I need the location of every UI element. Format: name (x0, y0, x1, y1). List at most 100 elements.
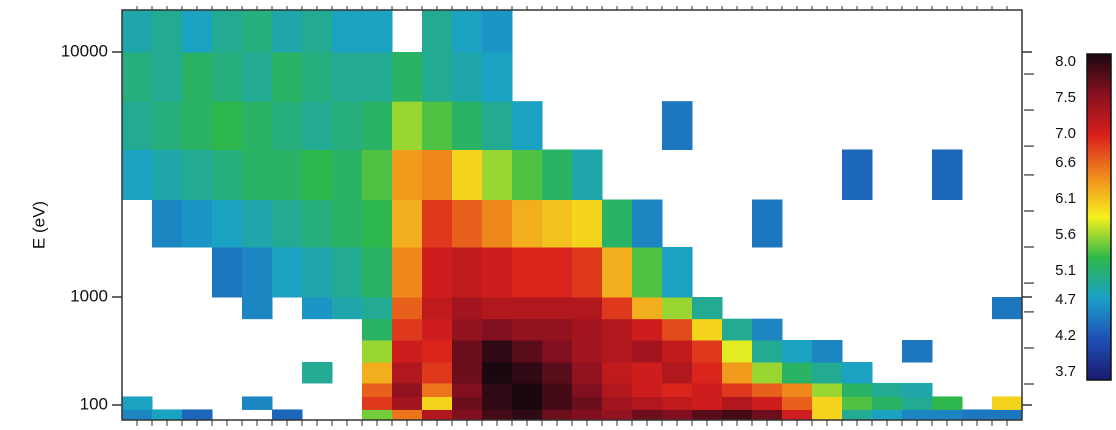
cell (482, 10, 513, 53)
cell (212, 246, 243, 298)
cell (572, 297, 603, 320)
cell (362, 10, 393, 53)
spectrogram (122, 10, 1023, 421)
cell (632, 297, 663, 320)
cell (662, 409, 693, 421)
cell (422, 10, 453, 53)
cell (482, 396, 513, 410)
cell (452, 382, 483, 397)
cell (362, 199, 393, 248)
cell (482, 339, 513, 363)
cell (992, 297, 1023, 320)
cell (812, 362, 843, 384)
cell (932, 409, 963, 421)
cell (332, 246, 363, 298)
colorbar-tick-label: 4.7 (1055, 291, 1076, 308)
cell (362, 362, 393, 384)
cell (632, 318, 663, 341)
cell (302, 297, 333, 320)
cell (572, 318, 603, 341)
cell (722, 382, 753, 397)
cell (182, 10, 213, 53)
cell (572, 339, 603, 363)
colorbar-tick-label: 5.6 (1055, 226, 1076, 243)
cell (752, 318, 783, 341)
cell (302, 10, 333, 53)
cell (452, 246, 483, 298)
cell (962, 409, 993, 421)
cell (632, 199, 663, 248)
cell (392, 52, 423, 102)
cell (662, 246, 693, 298)
cell (392, 297, 423, 320)
cell (302, 199, 333, 248)
cell (242, 246, 273, 298)
cell (212, 101, 243, 150)
cell (302, 101, 333, 150)
axes: 100 1000 10000 (61, 6, 1032, 426)
cell (152, 10, 183, 53)
cell (242, 149, 273, 201)
cell (122, 52, 153, 102)
cell (542, 396, 573, 410)
cell (482, 297, 513, 320)
cell (572, 382, 603, 397)
cell (932, 396, 963, 410)
cell (572, 149, 603, 201)
cell (302, 246, 333, 298)
cell (362, 52, 393, 102)
cell (452, 339, 483, 363)
cell (752, 382, 783, 397)
cell (632, 362, 663, 384)
cell (632, 246, 663, 298)
cell (512, 297, 543, 320)
cell (152, 101, 183, 150)
cell (632, 409, 663, 421)
cell (722, 318, 753, 341)
cell (272, 199, 303, 248)
cell (122, 396, 153, 410)
cell (482, 409, 513, 421)
cell (122, 10, 153, 53)
cell (152, 149, 183, 201)
y-axis-label: E (eV) (29, 201, 48, 249)
cell (482, 246, 513, 298)
colorbar-scale (1086, 53, 1112, 381)
cell (272, 52, 303, 102)
cell (842, 382, 873, 397)
colorbar-tick-label: 5.1 (1055, 262, 1076, 279)
cell (332, 297, 363, 320)
colorbar-tick-label: 3.7 (1055, 363, 1076, 380)
cell (392, 396, 423, 410)
colorbar-tick-label: 6.6 (1055, 154, 1076, 171)
cell (272, 149, 303, 201)
cell (872, 382, 903, 397)
cell (212, 52, 243, 102)
cell (752, 396, 783, 410)
cell (842, 362, 873, 384)
cell (812, 396, 843, 410)
cell (602, 396, 633, 410)
cell (392, 101, 423, 150)
cell (692, 318, 723, 341)
cell (602, 246, 633, 298)
cell (392, 382, 423, 397)
cell (572, 396, 603, 410)
cell (602, 339, 633, 363)
cell (272, 101, 303, 150)
cell (422, 396, 453, 410)
cell (602, 199, 633, 248)
cell (452, 10, 483, 53)
cell (752, 362, 783, 384)
cell (632, 382, 663, 397)
cell (692, 339, 723, 363)
cell (332, 101, 363, 150)
cell (422, 382, 453, 397)
cell (392, 339, 423, 363)
cell (542, 318, 573, 341)
cell (542, 199, 573, 248)
cell (332, 10, 363, 53)
cell (512, 362, 543, 384)
cell (122, 101, 153, 150)
cell (512, 149, 543, 201)
